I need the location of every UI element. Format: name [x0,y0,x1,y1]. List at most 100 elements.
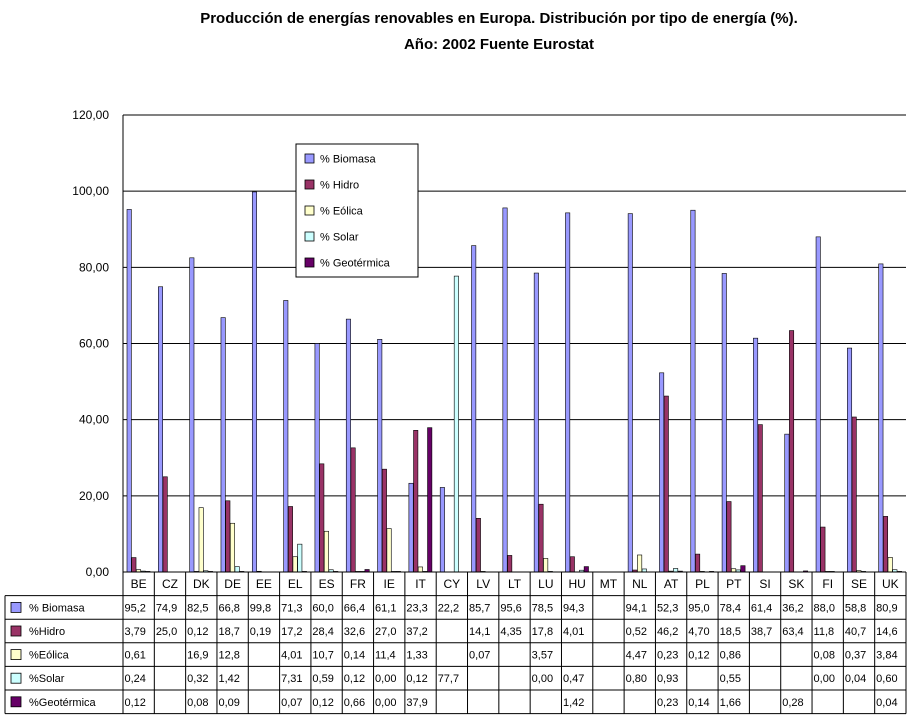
bar [878,263,884,573]
bar [815,236,821,573]
x-tick-label: SK [788,577,804,591]
legend-swatch [304,153,315,164]
bar [659,372,665,573]
bar [502,207,508,573]
data-label: 3,84 [876,650,897,662]
data-label: 0,60 [876,673,897,685]
bar [673,568,679,573]
table-row-label: %Hidro [29,626,65,638]
bar [350,447,356,573]
x-tick-label: MT [600,577,618,591]
bar [695,553,701,573]
x-tick-label: LT [508,577,522,591]
data-label: 4,35 [500,626,521,638]
legend-swatch [304,231,315,242]
bar [887,557,893,573]
data-label: 78,4 [720,602,741,614]
data-label: 0,00 [375,697,396,709]
data-label: 0,55 [720,673,741,685]
bar [377,339,383,573]
data-label: 7,31 [281,673,302,685]
bar [198,507,204,573]
data-label: 63,4 [782,626,803,638]
data-label: 61,1 [375,602,396,614]
data-label: 17,2 [281,626,302,638]
y-tick-label: 80,00 [79,260,109,274]
data-label: 10,7 [312,650,333,662]
data-label: 74,9 [156,602,177,614]
y-tick-label: 20,00 [79,489,109,503]
legend-label: % Hidro [320,180,359,192]
bar [784,433,790,573]
bar [565,212,571,573]
data-label: 66,4 [344,602,365,614]
data-label: 28,4 [312,626,333,638]
bar [386,528,392,573]
legend: % Biomasa % Hidro % Eólica % Solar % Geotérm… [295,143,419,278]
data-label: 3,57 [532,650,553,662]
legend-swatch [304,179,315,190]
table-legend-swatch [10,649,22,660]
data-label: 0,93 [657,673,678,685]
table-legend-swatch [10,672,22,684]
x-tick-label: BE [131,577,147,591]
x-tick-label: NL [632,577,648,591]
y-tick-label: 120,00 [72,108,109,122]
y-tick-label: 100,00 [72,184,109,198]
table-row-label: %Geotérmica [29,697,97,709]
bar [471,245,477,573]
bar [427,427,433,573]
data-label: 0,24 [125,673,146,685]
data-label: 77,7 [438,673,459,685]
bar [162,476,168,573]
data-label: 4,01 [563,626,584,638]
x-tick-label: EE [256,577,272,591]
data-label: 0,00 [814,673,835,685]
data-label: 18,5 [720,626,741,638]
bar [229,522,235,573]
data-label: 37,9 [406,697,427,709]
data-label: 32,6 [344,626,365,638]
bar [292,556,298,573]
data-label: 0,47 [563,673,584,685]
x-tick-label: UK [882,577,899,591]
data-label: 4,01 [281,650,302,662]
bar [507,555,513,573]
bar [569,556,575,573]
bar [323,530,329,573]
bar [753,337,759,573]
bar [543,558,549,573]
bar [663,395,669,573]
data-label: 11,8 [814,626,835,638]
x-tick-label: FR [350,577,366,591]
data-label: 0,12 [406,673,427,685]
data-label: 14,1 [469,626,490,638]
data-label: 0,07 [469,650,490,662]
bar [319,463,325,573]
data-label: 0,12 [688,650,709,662]
data-label: 18,7 [218,626,239,638]
data-label: 46,2 [657,626,678,638]
data-label: 0,52 [626,626,647,638]
bar [538,503,544,573]
y-tick-label: 0,00 [86,565,110,579]
data-label: 0,07 [281,697,302,709]
table-row-label: %Eólica [29,650,70,662]
legend-label: % Biomasa [320,154,377,166]
x-tick-label: PT [726,577,742,591]
data-label: 1,42 [563,697,584,709]
bar [847,347,853,573]
data-label: 0,12 [125,697,146,709]
x-tick-label: DK [193,577,210,591]
bar [533,272,539,573]
data-table: BE CZ DK DE EE EL ES FR IE IT CY LV LT LU HU MT NL AT PL PT… [4,571,907,715]
bar [439,487,445,573]
data-label: 0,19 [250,626,271,638]
data-label: 38,7 [751,626,772,638]
data-label: 14,6 [876,626,897,638]
data-label: 1,66 [720,697,741,709]
bar [131,557,137,573]
x-tick-label: LV [476,577,490,591]
bar [453,275,459,573]
